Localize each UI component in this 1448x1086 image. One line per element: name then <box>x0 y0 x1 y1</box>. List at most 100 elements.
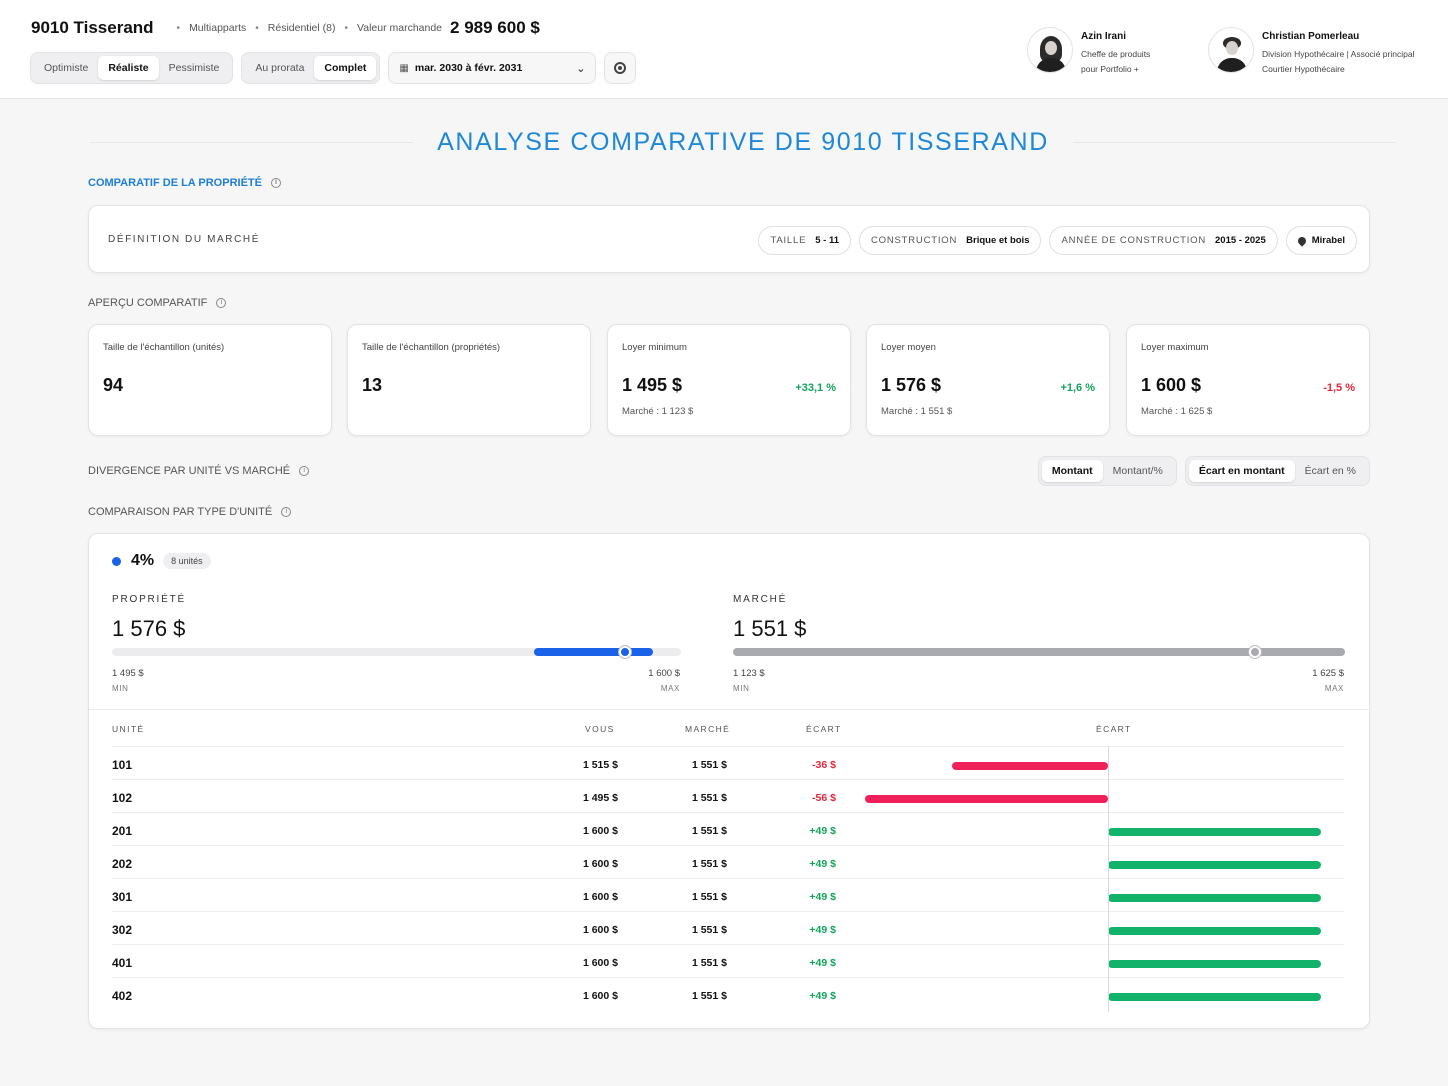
display-mode-switch: Montant Montant/% <box>1037 456 1177 486</box>
gap-bar-negative <box>864 795 1108 803</box>
table-row[interactable]: 202 1 600 $ 1 551 $ +49 $ <box>112 845 1344 878</box>
gear-icon <box>614 62 627 74</box>
column-header-you: VOUS <box>585 724 615 734</box>
kpi-delta: +1,6 % <box>1060 382 1095 394</box>
you-cell: 1 600 $ <box>582 957 618 969</box>
gap-cell: +49 $ <box>809 858 836 870</box>
unit-cell: 301 <box>112 890 133 904</box>
market-cell: 1 551 $ <box>691 825 727 837</box>
market-cell: 1 551 $ <box>691 759 727 771</box>
page-title-row: ANALYSE COMPARATIVE DE 9010 TISSERAND <box>90 128 1397 157</box>
contact-card-2[interactable]: Christian Pomerleau Division Hypothécair… <box>1208 27 1414 77</box>
section-by-unit-type: COMPARAISON PAR TYPE D'UNITÉ i <box>88 506 292 518</box>
you-cell: 1 600 $ <box>582 858 618 870</box>
property-avg-marker <box>619 646 632 658</box>
property-max-label: 1 600 $ <box>648 668 680 679</box>
market-max-label: 1 625 $ <box>1312 668 1344 679</box>
market-max-caption: MAX <box>1324 684 1344 693</box>
scenario-pessimiste-button[interactable]: Pessimiste <box>168 62 220 74</box>
date-range-select[interactable]: ▦ mar. 2030 à févr. 2031 ⌄ <box>388 52 597 84</box>
market-definition-card: DÉFINITION DU MARCHÉ TAILLE 5 - 11 CONST… <box>88 205 1370 273</box>
montant-pct-button[interactable]: Montant/% <box>1112 465 1163 477</box>
chevron-down-icon: ⌄ <box>576 62 586 75</box>
gap-bar-positive <box>1108 894 1321 902</box>
contact-card-1[interactable]: Azin Irani Cheffe de produits pour Portf… <box>1027 27 1150 77</box>
gap-bar-positive <box>1108 861 1321 869</box>
scenario-realiste-button[interactable]: Réaliste <box>98 56 159 80</box>
column-header-unit: UNITÉ <box>112 724 145 734</box>
table-row[interactable]: 401 1 600 $ 1 551 $ +49 $ <box>112 944 1344 977</box>
montant-button[interactable]: Montant <box>1041 460 1103 482</box>
date-range-value: mar. 2030 à févr. 2031 <box>414 62 523 74</box>
contact-name: Christian Pomerleau <box>1262 31 1360 42</box>
you-cell: 1 600 $ <box>582 825 618 837</box>
market-definition-label: DÉFINITION DU MARCHÉ <box>108 234 260 245</box>
gap-pct-button[interactable]: Écart en % <box>1304 465 1356 477</box>
unit-cell: 101 <box>112 758 133 772</box>
complet-button[interactable]: Complet <box>314 56 377 80</box>
column-header-gap-chart: ÉCART <box>1096 724 1132 734</box>
top-bar: 9010 Tisserand • Multiapparts • Résident… <box>0 0 1448 99</box>
market-cell: 1 551 $ <box>691 924 727 936</box>
info-icon[interactable]: i <box>216 298 227 308</box>
gap-bar-positive <box>1108 993 1321 1001</box>
info-icon[interactable]: i <box>299 466 310 476</box>
filter-chip-construction[interactable]: CONSTRUCTION Brique et bois <box>859 226 1042 255</box>
filter-chip-size[interactable]: TAILLE 5 - 11 <box>758 226 852 255</box>
unit-cell: 402 <box>112 989 133 1003</box>
column-header-gap: ÉCART <box>806 724 842 734</box>
market-value-label: Valeur marchande <box>357 22 443 34</box>
table-row[interactable]: 201 1 600 $ 1 551 $ +49 $ <box>112 812 1344 845</box>
avatar <box>1027 27 1073 73</box>
section-property-comparison: COMPARATIF DE LA PROPRIÉTÉ i <box>88 177 281 189</box>
you-cell: 1 600 $ <box>582 924 618 936</box>
table-row[interactable]: 301 1 600 $ 1 551 $ +49 $ <box>112 878 1344 911</box>
scenario-optimiste-button[interactable]: Optimiste <box>44 62 89 74</box>
kpi-card-sample-units: Taille de l'échantillon (unités) 94 <box>88 324 332 436</box>
filter-chip-location[interactable]: Mirabel <box>1285 226 1357 255</box>
property-type: Multiapparts <box>189 22 247 34</box>
prorata-button[interactable]: Au prorata <box>255 62 305 74</box>
section-divergence: DIVERGENCE PAR UNITÉ VS MARCHÉ i <box>88 465 310 477</box>
info-icon[interactable]: i <box>281 507 292 517</box>
unit-type-comparison-card: 4% 8 unités PROPRIÉTÉ 1 576 $ 1 495 $ 1 … <box>88 533 1370 1029</box>
divergence-toggles: Montant Montant/% Écart en montant Écart… <box>1030 456 1370 486</box>
you-cell: 1 495 $ <box>582 792 618 804</box>
market-min-label: 1 123 $ <box>733 668 765 679</box>
gap-cell: +49 $ <box>809 990 836 1002</box>
property-min-label: 1 495 $ <box>112 668 144 679</box>
kpi-delta: -1,5 % <box>1323 382 1355 394</box>
gap-bar-positive <box>1108 927 1321 935</box>
calendar-icon: ▦ <box>399 62 409 74</box>
table-row[interactable]: 102 1 495 $ 1 551 $ -56 $ <box>112 779 1344 812</box>
property-title: 9010 Tisserand <box>31 18 154 37</box>
you-cell: 1 600 $ <box>582 891 618 903</box>
unit-cell: 201 <box>112 824 133 838</box>
market-cell: 1 551 $ <box>691 858 727 870</box>
section-overview: APERÇU COMPARATIF i <box>88 297 227 309</box>
header-controls: Optimiste Réaliste Pessimiste Au prorata… <box>30 52 637 84</box>
kpi-card-max-rent: Loyer maximum 1 600 $ -1,5 % Marché : 1 … <box>1126 324 1370 436</box>
unit-cell: 401 <box>112 956 133 970</box>
contact-role: Cheffe de produits <box>1081 49 1151 59</box>
unit-cell: 102 <box>112 791 133 805</box>
settings-button[interactable] <box>604 52 637 84</box>
unit-cell: 302 <box>112 923 133 937</box>
gap-amount-button[interactable]: Écart en montant <box>1188 460 1295 482</box>
filter-chip-year[interactable]: ANNÉE DE CONSTRUCTION 2015 - 2025 <box>1049 226 1278 255</box>
table-row[interactable]: 302 1 600 $ 1 551 $ +49 $ <box>112 911 1344 944</box>
table-row[interactable]: 402 1 600 $ 1 551 $ +49 $ <box>112 977 1344 1010</box>
table-row[interactable]: 101 1 515 $ 1 551 $ -36 $ <box>112 746 1344 779</box>
property-max-caption: MAX <box>660 684 680 693</box>
gap-mode-switch: Écart en montant Écart en % <box>1184 456 1370 486</box>
gap-bar-positive <box>1108 828 1321 836</box>
gap-cell: +49 $ <box>809 891 836 903</box>
info-icon[interactable]: i <box>270 178 281 188</box>
market-cell: 1 551 $ <box>691 990 727 1002</box>
gap-zero-line <box>1108 746 1109 1012</box>
property-min-caption: MIN <box>112 684 129 693</box>
contact-role: Division Hypothécaire | Associé principa… <box>1262 49 1415 59</box>
gap-bar-negative <box>951 762 1108 770</box>
page-title: ANALYSE COMPARATIVE DE 9010 TISSERAND <box>437 128 1049 156</box>
gap-cell: +49 $ <box>809 957 836 969</box>
